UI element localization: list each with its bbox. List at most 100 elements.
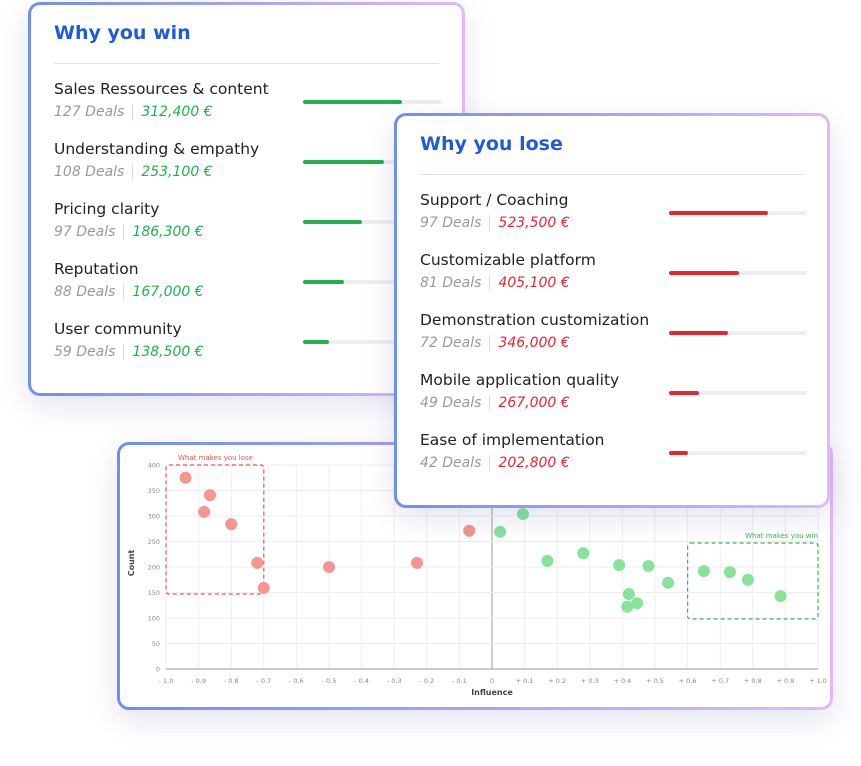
card-title: Why you lose [420, 133, 563, 155]
progress-fill [303, 100, 403, 104]
x-tick-label: + 0.8 [744, 677, 762, 685]
card-title: Why you win [54, 22, 191, 44]
point [642, 559, 655, 572]
point [774, 590, 787, 603]
point [323, 561, 335, 573]
reason-stats: 127 Deals 312,400 € [54, 104, 213, 120]
x-tick-label: - 0.6 [289, 677, 304, 685]
reason-row: Pricing clarity 97 Deals 186,300 € [54, 200, 444, 250]
progress-track [669, 331, 807, 335]
reason-row: Sales Ressources & content 127 Deals 312,4… [54, 80, 444, 130]
reason-row: User community 59 Deals 138,500 € [54, 320, 444, 370]
amount: 186,300 € [123, 224, 204, 240]
reason-row: Mobile application quality 49 Deals 267,00… [420, 371, 810, 421]
amount: 267,000 € [489, 395, 570, 411]
point [463, 524, 476, 537]
y-tick-label: 300 [148, 513, 160, 521]
x-tick-label: - 0.5 [322, 677, 337, 685]
chart: Influence Count - 1.0 - 0.9 - 0.8 - 0.7 - 0.… [127, 454, 827, 697]
progress-track [303, 100, 441, 104]
reason-stats: 49 Deals 267,000 € [420, 395, 570, 411]
deal-count: 97 Deals [54, 224, 116, 240]
point [225, 518, 238, 531]
deal-count: 127 Deals [54, 104, 125, 120]
x-tick-label: 0 [490, 677, 494, 685]
point [204, 489, 217, 502]
x-tick-label: + 0.5 [646, 677, 664, 685]
x-tick-label: - 0.9 [191, 677, 206, 685]
reason-label: Demonstration customization [420, 311, 650, 329]
point [621, 600, 634, 613]
progress-fill [303, 340, 330, 344]
progress-fill [669, 451, 689, 455]
reason-stats: 81 Deals 405,100 € [420, 275, 570, 291]
reason-label: Sales Ressources & content [54, 80, 269, 98]
reason-label: Customizable platform [420, 251, 596, 269]
reason-row: Demonstration customization 72 Deals 346,0… [420, 311, 810, 361]
lose-card: Why you lose Support / Coaching 97 Deals 5… [394, 113, 830, 508]
progress-track [303, 220, 441, 224]
divider [54, 63, 439, 64]
progress-track [669, 451, 807, 455]
reason-row: Understanding & empathy 108 Deals 253,100 … [54, 140, 444, 190]
reason-stats: 42 Deals 202,800 € [420, 455, 570, 471]
y-tick-label: 50 [152, 640, 160, 648]
y-axis-label: Count [127, 550, 136, 577]
deal-count: 97 Deals [420, 215, 482, 231]
point [179, 471, 192, 484]
deal-count: 42 Deals [420, 455, 482, 471]
y-tick-label: 0 [156, 666, 160, 674]
amount: 253,100 € [132, 164, 213, 180]
x-tick-label: + 0.9 [776, 677, 794, 685]
progress-track [303, 340, 441, 344]
deal-count: 108 Deals [54, 164, 125, 180]
x-tick-label: + 0.4 [613, 677, 631, 685]
reason-stats: 88 Deals 167,000 € [54, 284, 204, 300]
progress-fill [303, 160, 385, 164]
amount: 138,500 € [123, 344, 204, 360]
annotation-box [165, 464, 265, 595]
x-tick-label: + 0.1 [516, 677, 534, 685]
point [631, 597, 644, 610]
y-tick-label: 100 [148, 615, 160, 623]
annotation-label: What makes you win [745, 532, 818, 540]
point [741, 573, 754, 586]
progress-track [303, 160, 441, 164]
deal-count: 59 Deals [54, 344, 116, 360]
x-tick-label: + 0.7 [711, 677, 729, 685]
reason-label: Ease of implementation [420, 431, 605, 449]
reason-label: Support / Coaching [420, 191, 569, 209]
reason-label: User community [54, 320, 182, 338]
point [577, 547, 590, 560]
reason-stats: 108 Deals 253,100 € [54, 164, 213, 180]
progress-track [669, 271, 807, 275]
deal-count: 81 Deals [420, 275, 482, 291]
amount: 405,100 € [489, 275, 570, 291]
progress-track [669, 211, 807, 215]
point [516, 507, 529, 520]
point [697, 565, 710, 578]
progress-fill [669, 271, 740, 275]
amount: 523,500 € [489, 215, 570, 231]
reason-row: Ease of implementation 42 Deals 202,800 € [420, 431, 810, 481]
y-tick-label: 200 [148, 564, 160, 572]
amount: 167,000 € [123, 284, 204, 300]
progress-track [303, 280, 441, 284]
y-tick-label: 150 [148, 589, 160, 597]
progress-fill [669, 211, 769, 215]
reason-label: Reputation [54, 260, 139, 278]
point [251, 556, 264, 569]
deal-count: 88 Deals [54, 284, 116, 300]
y-tick-label: 350 [148, 487, 160, 495]
reason-label: Mobile application quality [420, 371, 620, 389]
deal-count: 49 Deals [420, 395, 482, 411]
point [541, 554, 554, 567]
reason-row: Support / Coaching 97 Deals 523,500 € [420, 191, 810, 241]
reason-stats: 59 Deals 138,500 € [54, 344, 204, 360]
x-axis-label: Influence [471, 688, 513, 697]
point [494, 525, 507, 538]
reason-stats: 97 Deals 186,300 € [54, 224, 204, 240]
reason-row: Customizable platform 81 Deals 405,100 € [420, 251, 810, 301]
point [411, 556, 424, 569]
